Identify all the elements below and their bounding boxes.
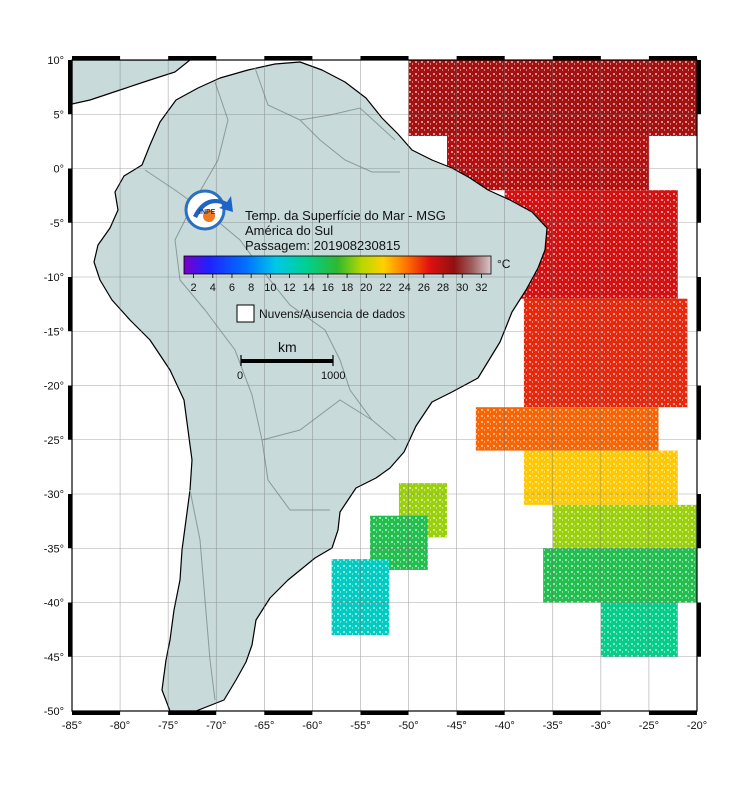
color-scale-tick-label: 12	[283, 282, 295, 294]
color-scale-tick-label: 10	[264, 282, 276, 294]
graticule	[72, 60, 697, 711]
frame-block	[168, 711, 217, 715]
color-scale-tick-label: 4	[210, 282, 216, 294]
lon-tick-label: -35°	[543, 720, 563, 732]
frame-block	[68, 168, 72, 223]
lat-tick-label: 5°	[53, 109, 64, 121]
frame-block	[264, 56, 313, 60]
lat-tick-label: -50°	[44, 706, 64, 718]
clouds-label: Nuvens/Ausencia de dados	[259, 307, 405, 321]
lat-tick-label: 0°	[53, 164, 64, 176]
frame-block	[72, 56, 121, 60]
frame-block	[68, 602, 72, 657]
color-scale-tick-label: 20	[360, 282, 372, 294]
frame-ticks	[68, 56, 701, 715]
frame-block	[456, 56, 505, 60]
lon-tick-label: -80°	[110, 720, 130, 732]
frame-block	[168, 56, 217, 60]
lat-tick-label: -30°	[44, 489, 64, 501]
sst-region-cloud-speckle	[447, 135, 649, 191]
logo-swoosh-icon	[193, 196, 233, 218]
frame-block	[68, 60, 72, 115]
central-america-land	[72, 60, 191, 105]
lon-tick-label: -60°	[302, 720, 322, 732]
color-scale-tick-label: 8	[248, 282, 254, 294]
color-scale-tick-label: 32	[475, 282, 487, 294]
color-scale-unit: °C	[497, 257, 511, 271]
lon-tick-label: -45°	[446, 720, 466, 732]
sst-region-cloud-speckle	[475, 407, 659, 451]
scale-bar-start: 0	[237, 370, 243, 382]
lon-tick-label: -70°	[206, 720, 226, 732]
scale-bar-segment	[241, 359, 333, 363]
lon-tick-label: -55°	[350, 720, 370, 732]
lat-tick-label: -15°	[44, 326, 64, 338]
frame-block	[68, 277, 72, 332]
lat-tick-label: -20°	[44, 381, 64, 393]
lat-tick-label: -45°	[44, 652, 64, 664]
sst-region-cloud-speckle	[523, 298, 688, 408]
lat-tick-label: -40°	[44, 598, 64, 610]
inpe-logo: INPE	[184, 189, 233, 231]
color-scale-tick-label: 6	[229, 282, 235, 294]
clouds-swatch	[236, 304, 255, 323]
frame-block	[697, 494, 701, 549]
frame-block	[697, 60, 701, 115]
lon-tick-label: -40°	[495, 720, 515, 732]
legend-title-line1: Temp. da Superfície do Mar - MSG	[245, 208, 446, 223]
color-scale-tick-label: 28	[437, 282, 449, 294]
lon-tick-label: -20°	[687, 720, 707, 732]
frame-block	[697, 385, 701, 440]
color-scale-tick-label: 18	[341, 282, 353, 294]
frame-block	[360, 56, 409, 60]
color-scale-ticks: 2 4 6 8 10 12 14 16 18 20 22 24 26 28 30 32	[191, 274, 488, 294]
lon-tick-label: -65°	[254, 720, 274, 732]
color-scale-tick-label: 14	[303, 282, 315, 294]
frame-block	[68, 385, 72, 440]
lon-tick-label: -30°	[591, 720, 611, 732]
color-scale-tick-label: 30	[456, 282, 468, 294]
logo-sun-icon	[203, 210, 215, 222]
frame-block	[648, 711, 697, 715]
frame-block	[648, 56, 697, 60]
lat-tick-label: 10°	[47, 55, 64, 67]
color-scale-tick-label: 2	[191, 282, 197, 294]
sst-region-cloud-speckle	[600, 602, 678, 657]
frame-block	[264, 711, 313, 715]
frame-block	[697, 277, 701, 332]
frame-block	[552, 711, 601, 715]
logo-text: INPE	[199, 209, 216, 216]
axis-labels: -85° -80° -75° -70° -65° -60° -55° -50° -45° -40°…	[44, 55, 707, 732]
color-scale-tick-label: 22	[379, 282, 391, 294]
scale-bar: km 0 1000	[237, 339, 345, 382]
color-scale-tick-label: 16	[322, 282, 334, 294]
legend-title-line2: América do Sul	[245, 223, 333, 238]
sst-region-cloud-speckle	[543, 548, 697, 603]
lat-tick-label: -25°	[44, 435, 64, 447]
frame-block	[697, 602, 701, 657]
color-scale-bar	[183, 255, 492, 275]
color-scale-tick-label: 26	[418, 282, 430, 294]
lat-tick-label: -35°	[44, 543, 64, 555]
legend: INPE Temp. da Superfície do Mar - MSG Am…	[183, 189, 511, 382]
scale-bar-end: 1000	[321, 370, 345, 382]
scale-bar-unit: km	[278, 339, 297, 355]
lat-tick-label: -5°	[50, 218, 64, 230]
sst-region-cloud-speckle	[552, 504, 697, 549]
frame-block	[360, 711, 409, 715]
lat-tick-label: -10°	[44, 272, 64, 284]
frame-block	[72, 711, 121, 715]
lon-tick-label: -25°	[639, 720, 659, 732]
lon-tick-label: -50°	[398, 720, 418, 732]
frame-block	[456, 711, 505, 715]
color-scale-tick-label: 24	[399, 282, 411, 294]
frame-block	[552, 56, 601, 60]
lon-tick-label: -75°	[158, 720, 178, 732]
lon-tick-label: -85°	[62, 720, 82, 732]
legend-title-line3: Passagem: 201908230815	[245, 238, 400, 253]
frame-block	[697, 168, 701, 223]
frame-block	[68, 494, 72, 549]
